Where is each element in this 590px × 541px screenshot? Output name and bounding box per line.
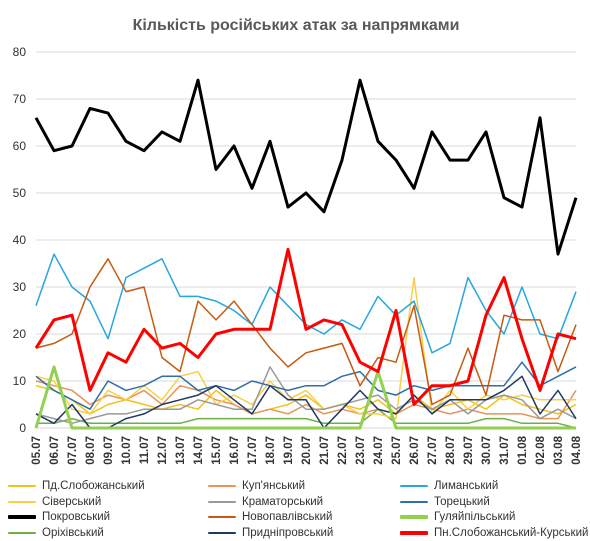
x-tick-label: 18.07: [265, 436, 277, 465]
x-tick-label: 24.07: [373, 436, 385, 465]
y-tick-label: 0: [19, 421, 26, 435]
x-tick-label: 17.07: [247, 436, 259, 465]
x-tick-label: 12.07: [157, 436, 169, 465]
x-tick-label: 06.07: [49, 436, 61, 465]
legend-swatch: [208, 531, 236, 534]
x-tick-label: 22.07: [337, 436, 349, 465]
legend-swatch: [400, 515, 428, 519]
chart-title: Кількість російських атак за напрямками: [133, 17, 460, 34]
x-tick-label: 21.07: [319, 436, 331, 465]
y-tick-label: 50: [13, 186, 27, 200]
x-tick-label: 05.07: [31, 436, 43, 465]
series-line-10: [35, 375, 577, 429]
grid-lines: [36, 51, 576, 429]
legend-item: Куп'янський: [208, 478, 305, 494]
x-tick-label: 10.07: [121, 436, 133, 465]
series-line-7: [35, 258, 577, 406]
legend-swatch: [208, 485, 236, 487]
legend-item: Гуляйпільський: [400, 509, 515, 525]
legend-item: Пн.Слобожанський-Курський: [400, 525, 588, 541]
legend-item: Сіверський: [8, 494, 101, 510]
legend-swatch: [400, 485, 428, 487]
legend-label: Сіверський: [42, 495, 102, 508]
x-tick-label: 02.08: [535, 435, 547, 464]
legend-swatch: [8, 485, 36, 487]
legend-label: Гуляйпільський: [434, 511, 516, 523]
x-tick-label: 29.07: [463, 436, 475, 465]
legend-item: Торецький: [400, 494, 490, 510]
series-line-11: [34, 247, 577, 406]
y-tick-label: 20: [13, 327, 27, 341]
legend-label: Торецький: [434, 495, 490, 508]
x-tick-label: 09.07: [103, 436, 115, 465]
legend-swatch: [8, 500, 36, 503]
legend-label: Лиманський: [434, 480, 499, 492]
x-tick-label: 20.07: [301, 436, 313, 465]
y-tick-label: 80: [13, 45, 27, 59]
series-line-8: [34, 365, 576, 430]
x-tick-label: 04.08: [571, 435, 583, 464]
y-axis: 0 10 20 30 40 50 60 70 80: [13, 45, 27, 435]
y-tick-label: 30: [13, 280, 27, 294]
legend-item: Пд.Слобожанський: [8, 478, 145, 494]
x-tick-label: 01.08: [517, 435, 529, 464]
legend-item: Покровський: [8, 509, 110, 525]
x-tick-label: 23.07: [355, 436, 367, 465]
legend-swatch: [208, 516, 236, 518]
legend-label: Пд.Слобожанський: [42, 480, 145, 492]
x-tick-label: 11.07: [139, 436, 151, 464]
legend-label: Придніпровський: [242, 526, 334, 539]
y-tick-label: 40: [13, 233, 27, 247]
legend-swatch: [400, 530, 428, 535]
x-tick-label: 19.07: [283, 436, 295, 465]
legend-swatch: [208, 500, 236, 503]
x-tick-label: 31.07: [499, 436, 511, 465]
legend-item: Оріхівський: [8, 525, 104, 541]
x-tick-label: 30.07: [481, 436, 493, 465]
x-tick-label: 25.07: [391, 436, 403, 465]
legend-swatch: [8, 515, 36, 519]
legend-swatch: [8, 531, 36, 534]
x-tick-label: 03.08: [553, 435, 565, 464]
x-tick-label: 16.07: [229, 436, 241, 465]
legend-label: Куп'янський: [242, 480, 306, 492]
series-line-9: [36, 408, 577, 429]
legend-item: Новопавлівський: [208, 509, 332, 525]
y-tick-label: 10: [13, 374, 27, 388]
legend-item: Придніпровський: [208, 525, 333, 541]
x-tick-label: 07.07: [67, 436, 79, 465]
legend-swatch: [400, 500, 428, 503]
series-line-5: [35, 361, 577, 410]
y-tick-label: 60: [13, 139, 27, 153]
series-line-6: [34, 78, 578, 256]
legend-item: Краматорський: [208, 494, 323, 510]
legend-label: Оріхівський: [42, 526, 104, 539]
x-tick-label: 14.07: [193, 436, 205, 465]
x-axis: 05.07 06.07 07.07 08.07 09.07 10.07 11.07 12.07…: [31, 435, 583, 464]
x-tick-label: 28.07: [445, 436, 457, 465]
y-tick-label: 70: [13, 92, 27, 106]
series-line-2: [35, 253, 577, 354]
legend-label: Пн.Слобожанський-Курський: [434, 526, 589, 539]
x-tick-label: 26.07: [409, 436, 421, 465]
series-lines: [34, 78, 578, 430]
legend-label: Новопавлівський: [242, 511, 333, 523]
x-tick-label: 08.07: [85, 436, 97, 465]
x-tick-label: 13.07: [175, 436, 187, 465]
legend-label: Краматорський: [242, 495, 324, 508]
legend-item: Лиманський: [400, 478, 498, 494]
legend-label: Покровський: [42, 511, 111, 523]
x-tick-label: 15.07: [211, 436, 223, 465]
x-tick-label: 27.07: [427, 436, 439, 465]
